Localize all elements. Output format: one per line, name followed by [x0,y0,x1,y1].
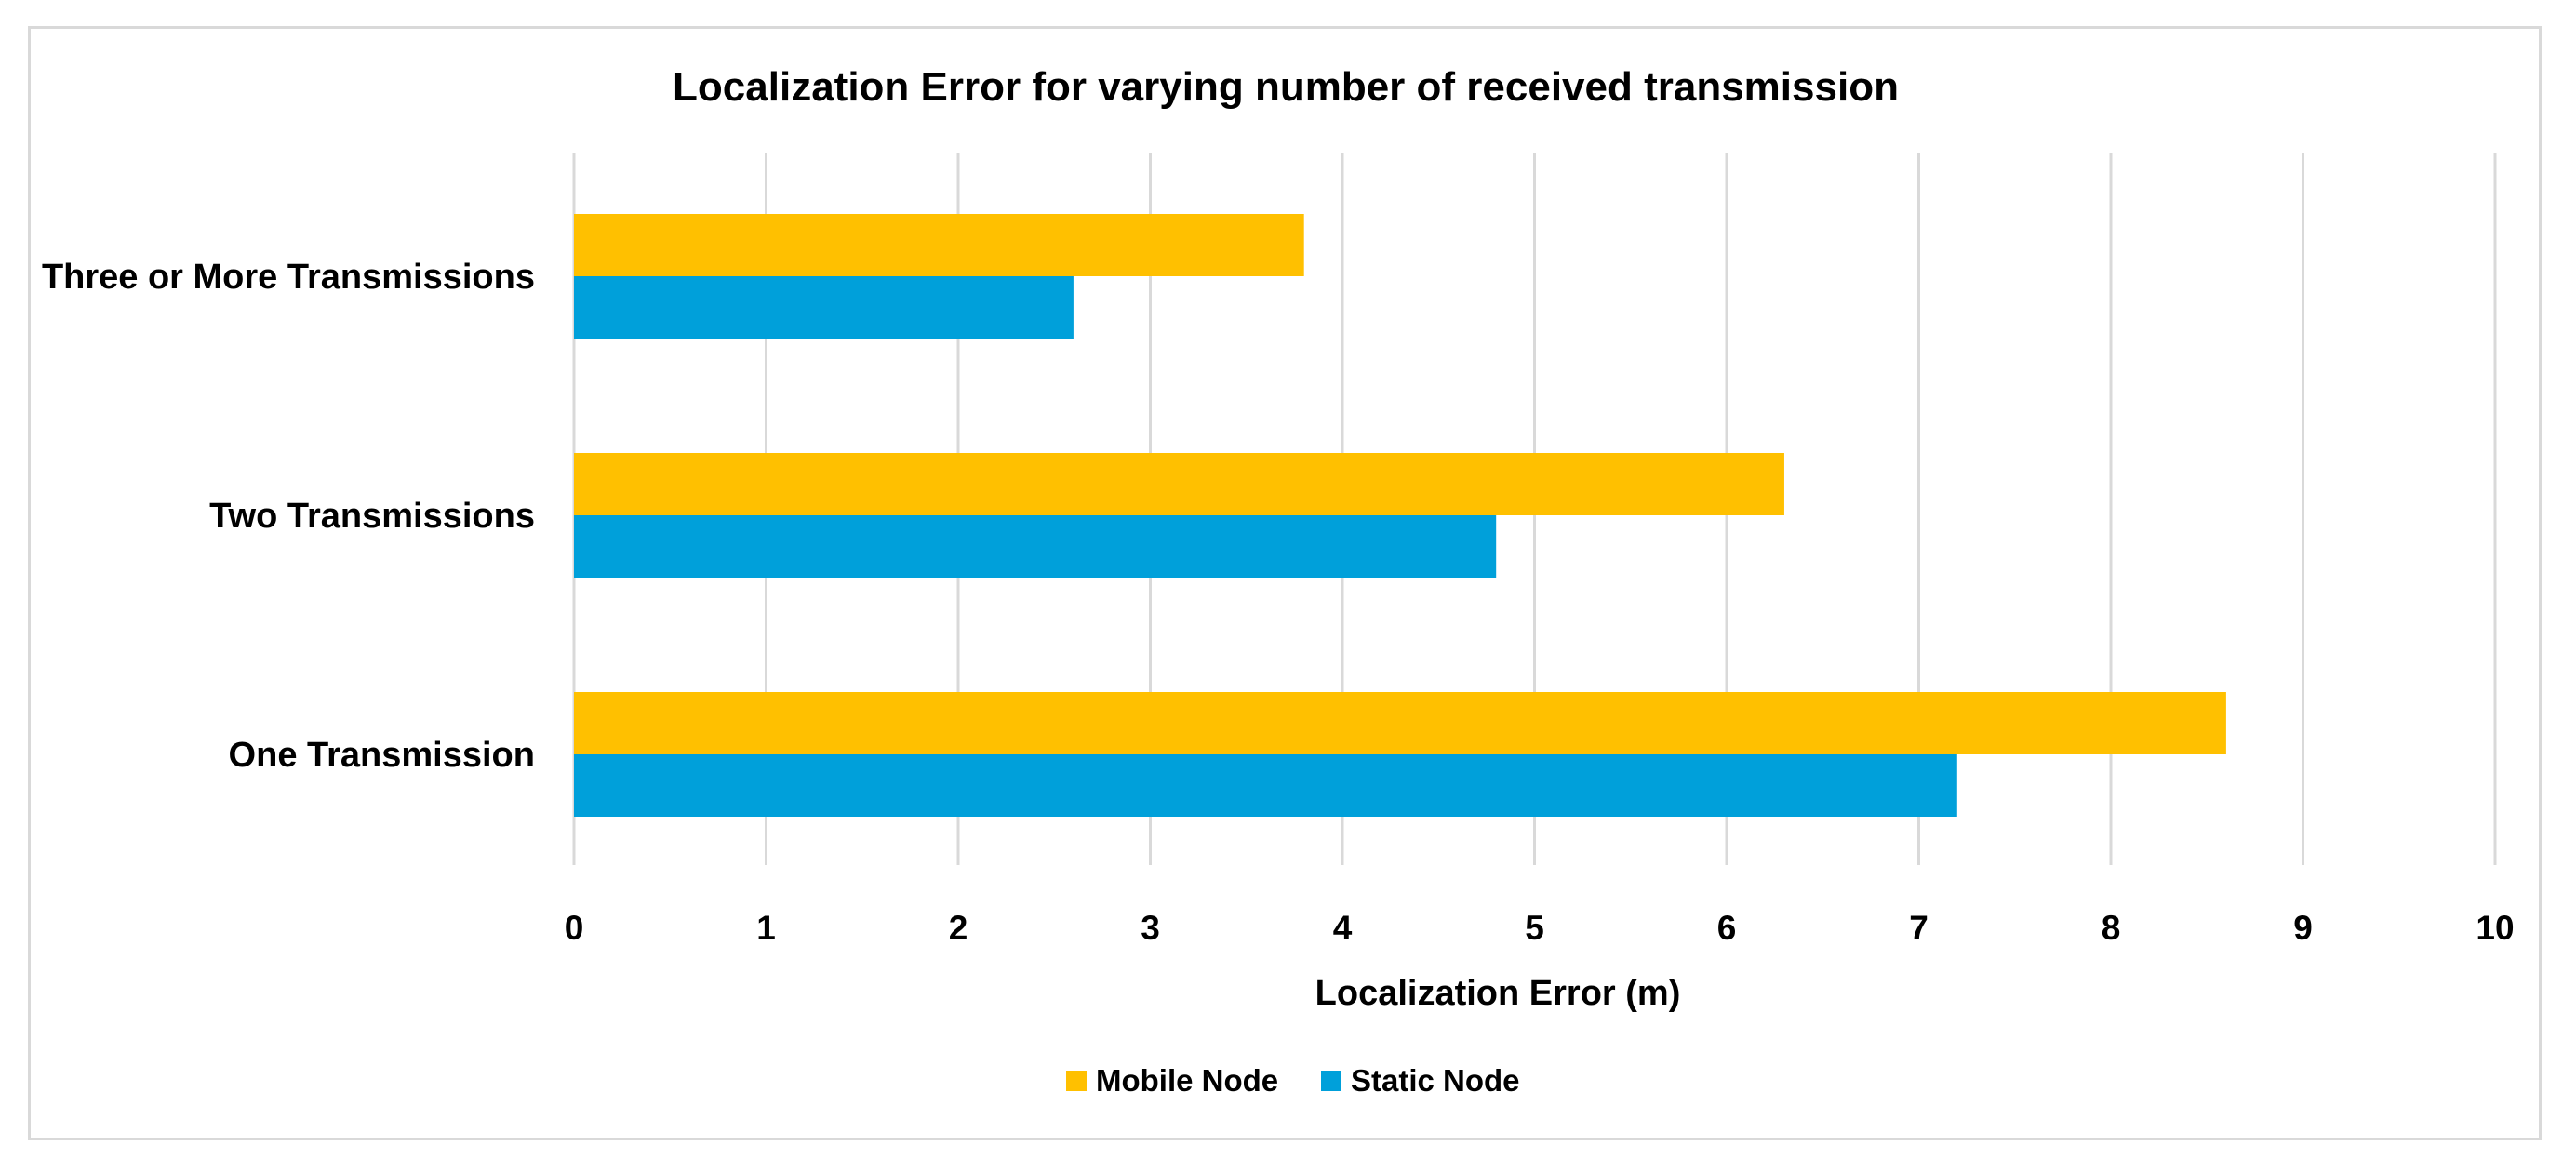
x-tick-label: 8 [2102,909,2121,947]
x-tick-label: 4 [1333,909,1353,947]
bar-static-node [574,276,1074,339]
x-axis-label: Localization Error (m) [1315,974,1681,1013]
category-labels: Three or More Transmissions Two Transmiss… [42,258,535,775]
category-label: One Transmission [229,736,535,775]
x-tick-label: 3 [1141,909,1160,947]
legend-label: Mobile Node [1096,1063,1278,1098]
x-tick-label: 10 [2476,909,2514,947]
chart-title: Localization Error for varying number of… [673,64,1899,110]
bar-mobile-node [574,453,1784,515]
legend-item: Static Node [1321,1063,1520,1098]
legend-item: Mobile Node [1066,1063,1278,1098]
bars [574,214,2226,817]
x-tick-label: 9 [2293,909,2313,947]
chart-frame [28,26,2542,1140]
legend: Mobile Node Static Node [1066,1063,1520,1098]
x-tick-label: 7 [1909,909,1929,947]
bar-static-node [574,515,1497,578]
x-tick-label: 6 [1717,909,1737,947]
legend-swatch [1321,1071,1341,1091]
x-tick-label: 1 [756,909,776,947]
legend-label: Static Node [1351,1063,1520,1098]
legend-swatch [1066,1071,1087,1091]
x-tick-label: 2 [949,909,968,947]
category-label: Three or More Transmissions [42,258,535,297]
x-tick-labels: 0 1 2 3 4 5 6 7 8 9 10 [565,909,2515,947]
bar-static-node [574,754,1957,817]
category-label: Two Transmissions [209,497,535,536]
bar-mobile-node [574,692,2226,754]
x-tick-label: 0 [565,909,584,947]
x-tick-label: 5 [1525,909,1544,947]
bar-mobile-node [574,214,1304,276]
